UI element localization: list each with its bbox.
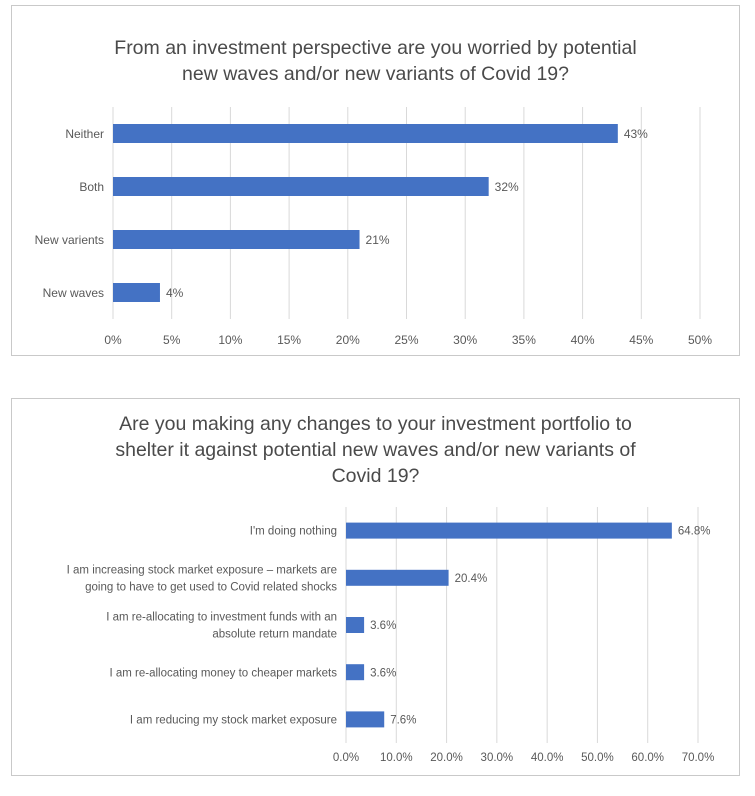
data-label: 20.4%	[455, 573, 488, 585]
x-tick-label: 60.0%	[631, 752, 664, 764]
x-tick-label: 50%	[688, 333, 712, 347]
bar	[113, 230, 360, 249]
x-tick-label: 0%	[104, 333, 122, 347]
category-label: I am reducing my stock market exposure	[130, 715, 337, 727]
x-tick-label: 30%	[453, 333, 477, 347]
chart-title-line: Covid 19?	[331, 465, 420, 487]
x-tick-label: 0.0%	[333, 752, 359, 764]
bar-chart-changes: 0.0% 10.0% 20.0% 30.0% 40.0% 50.0% 60.0% 70.0% 6…	[67, 507, 715, 764]
category-label: going to have to get used to Covid relat…	[85, 581, 337, 593]
data-label: 21%	[366, 233, 390, 247]
x-tick-label: 10%	[218, 333, 242, 347]
bar-chart-worry: 0% 5% 10% 15% 20% 25% 30% 35% 40% 45% 50% 43% Neithe…	[35, 107, 712, 347]
chart-title-line: Are you making any changes to your inves…	[119, 413, 632, 435]
bar	[346, 522, 672, 539]
x-tick-label: 70.0%	[682, 752, 715, 764]
category-label: I am re-allocating money to cheaper mark…	[109, 667, 337, 679]
chart-title-line: shelter it against potential new waves a…	[115, 439, 636, 461]
bar	[346, 711, 385, 728]
data-label: 3.6%	[370, 620, 396, 632]
category-label: I'm doing nothing	[250, 526, 337, 538]
data-label: 64.8%	[678, 526, 711, 538]
x-tick-label: 5%	[163, 333, 181, 347]
data-label: 3.6%	[370, 667, 396, 679]
category-label: I am increasing stock market exposure – …	[67, 564, 337, 576]
x-tick-label: 20.0%	[430, 752, 463, 764]
bar	[113, 124, 618, 143]
chart-panel-changes: Are you making any changes to your inves…	[11, 398, 740, 776]
chart-title-line: new waves and/or new variants of Covid 1…	[182, 63, 569, 85]
x-tick-label: 40%	[571, 333, 595, 347]
chart-title-line: From an investment perspective are you w…	[114, 37, 637, 59]
x-tick-label: 35%	[512, 333, 536, 347]
x-tick-label: 50.0%	[581, 752, 614, 764]
x-tick-label: 15%	[277, 333, 301, 347]
category-label: New waves	[43, 286, 104, 300]
category-label: Both	[79, 180, 104, 194]
data-label: 32%	[495, 180, 519, 194]
x-tick-label: 45%	[629, 333, 653, 347]
category-label: Neither	[65, 127, 104, 141]
bar	[346, 617, 365, 633]
x-tick-label: 30.0%	[481, 752, 514, 764]
x-tick-label: 20%	[336, 333, 360, 347]
chart-panel-worry: From an investment perspective are you w…	[11, 5, 740, 356]
x-tick-label: 25%	[394, 333, 418, 347]
x-tick-label: 40.0%	[531, 752, 564, 764]
data-label: 7.6%	[390, 715, 416, 727]
category-label: absolute return mandate	[212, 629, 337, 641]
category-label: New varients	[35, 233, 104, 247]
chart-title: From an investment perspective are you w…	[12, 35, 739, 87]
bar	[113, 177, 489, 196]
data-label: 43%	[624, 127, 648, 141]
bar	[346, 664, 365, 681]
bar	[346, 569, 449, 586]
chart-title: Are you making any changes to your inves…	[12, 411, 739, 489]
category-label: I am re-allocating to investment funds w…	[106, 612, 337, 624]
data-label: 4%	[166, 286, 184, 300]
bar	[113, 283, 160, 302]
x-tick-label: 10.0%	[380, 752, 413, 764]
